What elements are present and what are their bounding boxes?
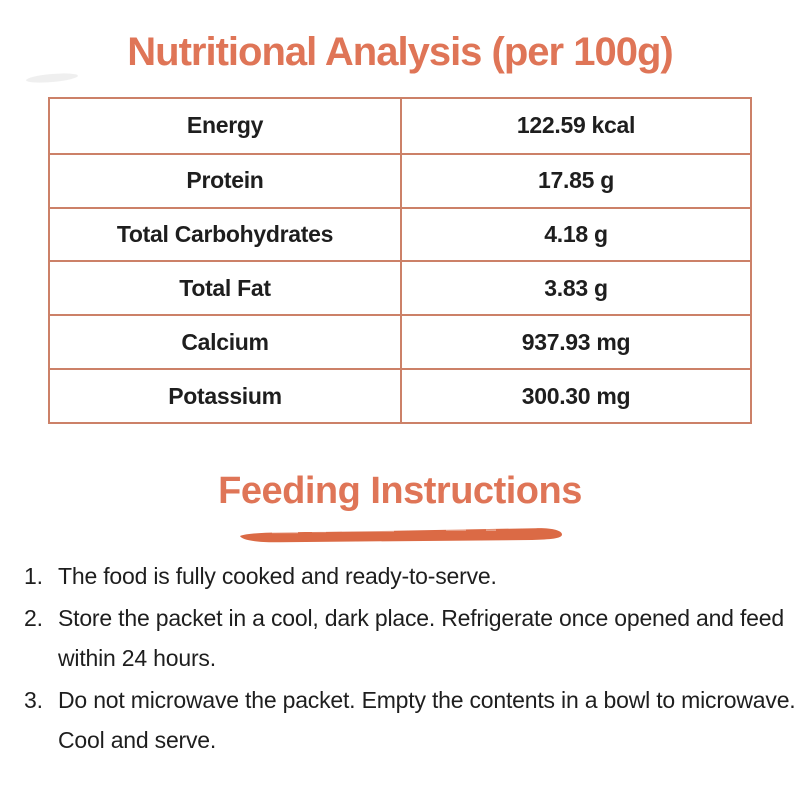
table-cell-label: Energy (186, 112, 264, 139)
table-cell-value: 3.83 g (400, 260, 750, 315)
table-cell-value: 17.85 g (400, 152, 750, 207)
table-cell-value: 300.30 mg (400, 368, 750, 422)
page-title: Nutritional Analysis (per 100g) (127, 30, 673, 74)
list-item-text: Store the packet in a cool, dark place. … (58, 605, 784, 671)
table-cell-value: 122.59 kcal (400, 99, 750, 153)
table-cell-label: Total Carbohydrates (50, 206, 400, 261)
table-cell-label: Calcium (50, 314, 400, 368)
table-cell-value: 4.18 g (400, 206, 750, 261)
list-item: 3. Do not microwave the packet. Empty th… (24, 680, 796, 760)
list-item-text: The food is fully cooked and ready-to-se… (58, 563, 497, 589)
table-cell-label: Potassium (50, 368, 400, 422)
table-cell-label: Total Fat (50, 260, 400, 314)
list-item-number: 2. (24, 605, 43, 631)
list-item: 1. The food is fully cooked and ready-to… (24, 556, 796, 596)
instructions-heading: Feeding Instructions (218, 470, 582, 512)
brush-underline-decoration (240, 528, 562, 543)
instructions-list: 1. The food is fully cooked and ready-to… (24, 556, 796, 762)
list-item: 2. Store the packet in a cool, dark plac… (24, 598, 796, 678)
list-item-number: 1. (24, 563, 43, 589)
list-item-text: Do not microwave the packet. Empty the c… (58, 687, 796, 753)
list-item-number: 3. (24, 687, 43, 713)
nutrition-table: Energy 122.59 kcal Protein 17.85 g Total… (48, 97, 752, 424)
table-cell-value: 937.93 mg (400, 314, 750, 369)
table-cell-label: Protein (50, 152, 400, 207)
